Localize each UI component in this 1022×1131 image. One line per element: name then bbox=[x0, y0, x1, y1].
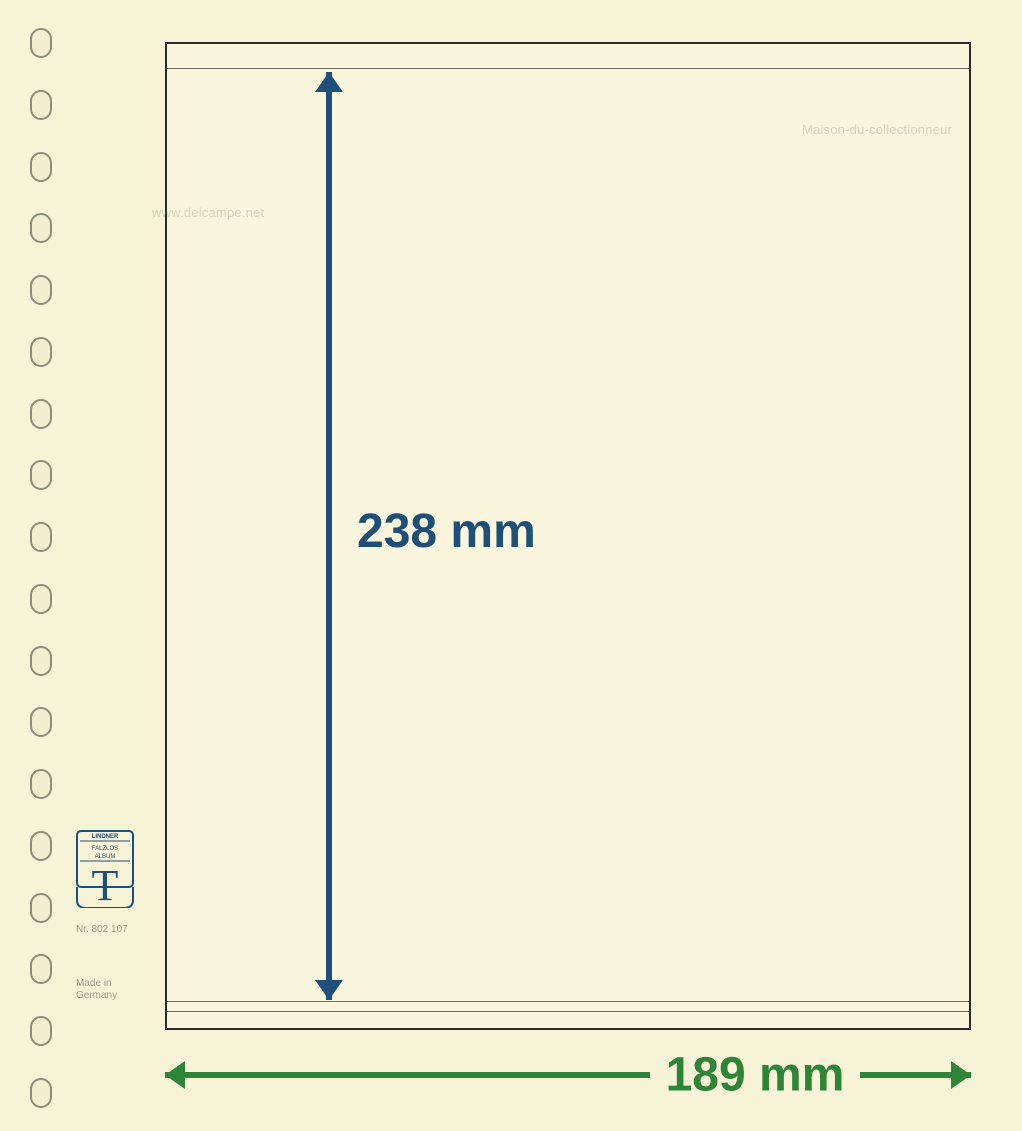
binder-hole bbox=[30, 769, 52, 799]
height-dimension-arrow bbox=[309, 72, 349, 1000]
binder-hole bbox=[30, 1078, 52, 1108]
album-page-diagram: 238 mm 189 mm LINDNER FALZLOS ALBUM T Nr… bbox=[0, 0, 1022, 1131]
binder-hole bbox=[30, 152, 52, 182]
binder-hole bbox=[30, 707, 52, 737]
logo-letter: T bbox=[92, 861, 119, 908]
binder-hole bbox=[30, 646, 52, 676]
binder-hole bbox=[30, 1016, 52, 1046]
logo-brand-text: LINDNER bbox=[92, 834, 119, 840]
binder-hole bbox=[30, 954, 52, 984]
pocket-bottom-line-inner bbox=[167, 1011, 969, 1012]
pocket-frame: 238 mm bbox=[165, 42, 971, 1030]
binder-hole bbox=[30, 893, 52, 923]
binder-hole bbox=[30, 584, 52, 614]
logo-line1: FALZLOS bbox=[92, 846, 118, 852]
width-dimension-arrow bbox=[165, 1055, 971, 1095]
binder-hole bbox=[30, 28, 52, 58]
binder-hole bbox=[30, 275, 52, 305]
pocket-bottom-line bbox=[167, 1001, 969, 1002]
binder-hole bbox=[30, 337, 52, 367]
binder-hole bbox=[30, 90, 52, 120]
binder-hole bbox=[30, 460, 52, 490]
binder-hole bbox=[30, 831, 52, 861]
binder-holes bbox=[30, 28, 52, 1108]
product-number: Nr. 802 107 bbox=[76, 924, 128, 936]
pocket-top-line bbox=[167, 68, 969, 69]
logo-line2: ALBUM bbox=[95, 854, 116, 860]
made-in-line2: Germany bbox=[76, 990, 117, 1002]
binder-hole bbox=[30, 213, 52, 243]
made-in-line1: Made in bbox=[76, 978, 112, 990]
width-dimension-label: 189 mm bbox=[666, 1048, 845, 1103]
height-dimension-label: 238 mm bbox=[357, 504, 536, 559]
lindner-logo: LINDNER FALZLOS ALBUM T bbox=[76, 830, 134, 908]
binder-hole bbox=[30, 522, 52, 552]
binder-hole bbox=[30, 399, 52, 429]
